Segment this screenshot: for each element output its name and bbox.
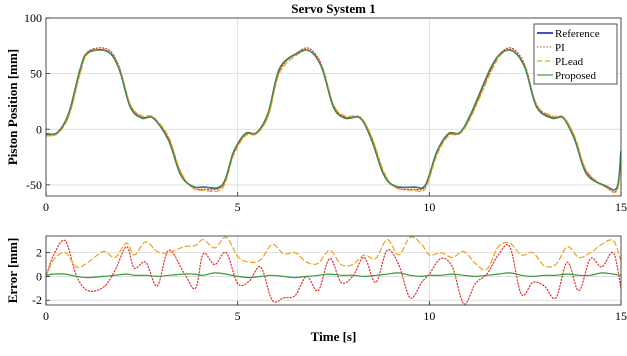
plot-frame <box>45 235 622 306</box>
y-tick-label: -2 <box>32 293 42 307</box>
x-tick-label: 5 <box>235 200 241 214</box>
legend: Reference PI PLead Proposed <box>533 23 618 85</box>
chart-title: Servo System 1 <box>291 1 376 16</box>
bottom-y-axis-label: Error [mm] <box>5 238 20 304</box>
bottom-x-axis-label: Time [s] <box>311 329 357 344</box>
legend-box <box>533 23 618 85</box>
x-tick-label: 10 <box>423 200 435 214</box>
x-tick-label: 0 <box>43 309 49 323</box>
plot-frame <box>45 17 622 197</box>
y-tick-label: 100 <box>24 11 42 25</box>
plot-area <box>46 236 621 305</box>
y-tick-label: 0 <box>36 269 42 283</box>
y-tick-label: 0 <box>36 122 42 136</box>
series-group <box>46 47 621 194</box>
x-tick-label: 15 <box>615 200 627 214</box>
legend-label: Reference <box>555 28 600 40</box>
legend-label: PLead <box>555 56 584 68</box>
series-line-proposed <box>46 49 621 191</box>
series-line-plead <box>46 236 621 277</box>
top-y-axis-label: Piston Position [mm] <box>5 49 20 165</box>
series-line-proposed <box>46 272 621 279</box>
x-tick-label: 10 <box>423 309 435 323</box>
x-tick-label: 5 <box>235 309 241 323</box>
legend-label: PI <box>555 42 565 54</box>
series-line-pi <box>46 239 621 305</box>
x-tick-label: 0 <box>43 200 49 214</box>
x-tick-label: 15 <box>615 309 627 323</box>
y-tick-label: -50 <box>26 178 42 192</box>
y-tick-label: 2 <box>36 246 42 260</box>
y-tick-label: 50 <box>30 67 42 81</box>
series-group <box>46 236 621 305</box>
series-line-plead <box>46 49 621 194</box>
panel-error: 0 5 10 15-202 <box>32 235 627 323</box>
legend-label: Proposed <box>555 70 596 82</box>
